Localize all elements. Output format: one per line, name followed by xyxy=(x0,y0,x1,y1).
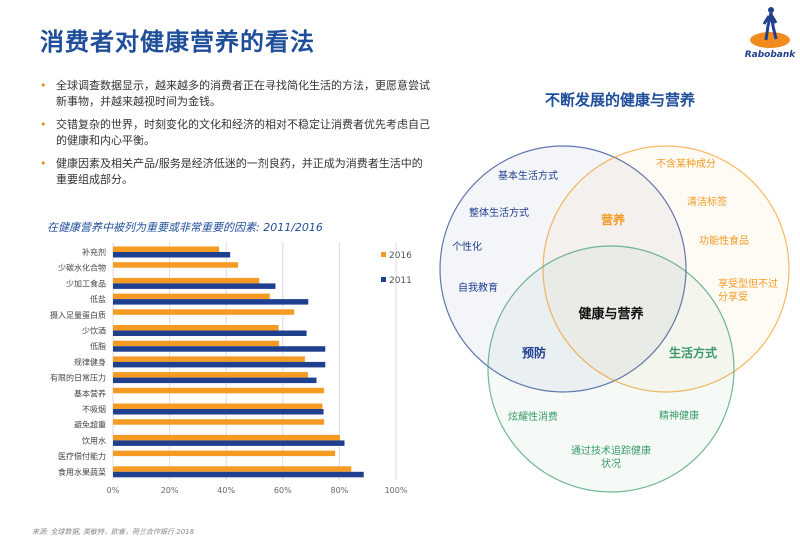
bullet-item: • 全球调查数据显示，越来越多的消费者正在寻找简化生活的方法，更愿意尝试新事物，并… xyxy=(40,79,430,108)
overlap-nutrition: 营养 xyxy=(601,212,625,227)
category-label: 补充剂 xyxy=(82,247,106,257)
bar-2011 xyxy=(113,346,326,352)
venn-item-orange: 功能性食品 xyxy=(699,234,749,247)
category-label: 规律健身 xyxy=(74,357,106,367)
category-label: 避免超重 xyxy=(74,420,106,430)
bullet-item: • 健康因素及相关产品/服务是经济低迷的一剂良药，并正成为消费者生活中的重要组成部… xyxy=(40,157,423,186)
overlap-lifestyle: 生活方式 xyxy=(669,345,717,360)
bar-2011 xyxy=(113,330,307,336)
venn-item-blue: 自我教育 xyxy=(458,281,498,294)
bar-2016 xyxy=(113,277,260,284)
category-label: 少饮酒 xyxy=(82,326,106,336)
bar-2016 xyxy=(113,340,280,347)
logo-text: Rabobank xyxy=(744,50,796,60)
rabobank-logo-icon xyxy=(750,7,790,48)
category-label: 少加工食品 xyxy=(66,278,106,288)
venn-item-blue: 个性化 xyxy=(452,240,482,253)
venn-item-orange: 分享受 xyxy=(718,290,748,303)
legend-label: 2011 xyxy=(389,276,412,286)
x-tick-label: 100% xyxy=(385,486,408,495)
bar-2016 xyxy=(113,356,305,362)
category-label: 饮用水 xyxy=(82,435,106,445)
bullet-item: • 交错复杂的世界，时刻变化的文化和经济的相对不稳定让消费者优先考虑自己的健康和内… xyxy=(40,118,430,147)
blue-circle xyxy=(439,145,687,393)
chart-title: 在健康营养中被列为重要或非常重要的因素: 2011/2016 xyxy=(47,221,323,234)
bar-2016 xyxy=(113,309,295,315)
bullet-list: • 全球调查数据显示，越来越多的消费者正在寻找简化生活的方法，更愿意尝试新事物，并… xyxy=(36,78,431,195)
venn-item-green: 通过技术追踪健康 xyxy=(571,444,651,457)
venn-item-orange: 清洁标签 xyxy=(687,195,727,208)
bar-2011 xyxy=(113,471,364,478)
green-circle xyxy=(487,245,735,493)
category-label: 不吸烟 xyxy=(82,405,106,414)
venn-item-orange: 不含某种成分 xyxy=(656,157,716,170)
bar-2016 xyxy=(113,450,336,457)
venn-item-blue: 整体生活方式 xyxy=(469,206,529,219)
venn-item-green: 精神健康 xyxy=(659,409,699,422)
rabobank-logo: Rabobank xyxy=(742,4,798,64)
venn-item-green: 炫耀性消费 xyxy=(508,410,558,423)
bar-2011 xyxy=(113,361,326,368)
source-note: 来源: 全球数据, 英敏特，欧睿，荷兰合作银行 2018 xyxy=(32,528,195,536)
bar-2016 xyxy=(113,387,325,394)
category-label: 医疗偿付能力 xyxy=(58,451,106,461)
bar-2011 xyxy=(113,377,317,384)
category-label: 有限的日常压力 xyxy=(50,373,106,383)
orange-circle xyxy=(542,145,790,393)
bar-2011 xyxy=(113,283,276,289)
bar-2011 xyxy=(113,409,324,415)
venn-title: 不断发展的健康与营养 xyxy=(544,91,695,109)
x-tick-label: 0% xyxy=(107,486,120,495)
overlap-prevention: 预防 xyxy=(522,345,546,360)
bar-2011 xyxy=(113,440,345,446)
venn-center-label: 健康与营养 xyxy=(578,306,644,322)
venn-item-blue: 基本生活方式 xyxy=(498,169,558,182)
x-tick-label: 80% xyxy=(331,486,349,495)
bar-2016 xyxy=(113,419,325,425)
x-tick-label: 40% xyxy=(217,486,235,495)
venn-item-orange: 享受型但不过 xyxy=(718,277,778,290)
category-label: 食用水果蔬菜 xyxy=(58,467,106,477)
bar-2016 xyxy=(113,262,239,268)
x-tick-label: 20% xyxy=(161,486,179,495)
legend-swatch xyxy=(381,277,386,282)
category-label: 低盐 xyxy=(90,294,106,304)
category-label: 基本营养 xyxy=(74,388,106,398)
bar-2016 xyxy=(113,246,220,252)
category-label: 少碳水化合物 xyxy=(58,263,106,273)
page-title: 消费者对健康营养的看法 xyxy=(40,28,315,56)
x-tick-label: 60% xyxy=(274,486,292,495)
legend-swatch xyxy=(381,252,386,257)
bar-2016 xyxy=(113,293,270,300)
bar-2011 xyxy=(113,252,231,258)
category-label: 摄入足量蛋白质 xyxy=(50,310,106,320)
bar-2016 xyxy=(113,466,352,472)
bar-chart: 在健康营养中被列为重要或非常重要的因素: 2011/2016 0% 20% 40% 60… xyxy=(47,221,412,495)
venn-item-green: 状况 xyxy=(601,457,621,470)
bar-2016 xyxy=(113,434,340,441)
category-label: 低脂 xyxy=(90,341,106,351)
bar-2016 xyxy=(113,325,279,331)
bar-2016 xyxy=(113,372,308,378)
bar-2016 xyxy=(113,403,323,409)
legend-label: 2016 xyxy=(389,251,412,261)
bar-2011 xyxy=(113,299,309,305)
